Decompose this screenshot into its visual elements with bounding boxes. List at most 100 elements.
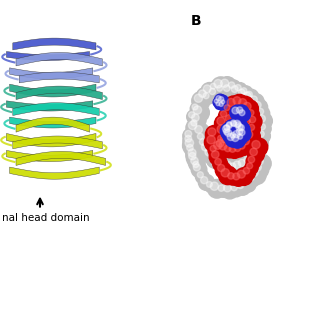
Circle shape bbox=[237, 170, 245, 178]
Circle shape bbox=[224, 161, 231, 168]
Circle shape bbox=[215, 84, 228, 97]
Circle shape bbox=[235, 179, 251, 195]
Circle shape bbox=[256, 113, 272, 129]
Circle shape bbox=[248, 146, 264, 163]
Circle shape bbox=[237, 109, 255, 127]
Circle shape bbox=[225, 131, 241, 147]
Circle shape bbox=[215, 162, 231, 178]
Polygon shape bbox=[13, 136, 102, 149]
Circle shape bbox=[227, 133, 234, 140]
Circle shape bbox=[252, 100, 268, 115]
Circle shape bbox=[258, 115, 265, 122]
Circle shape bbox=[216, 140, 224, 147]
Polygon shape bbox=[13, 103, 99, 116]
Circle shape bbox=[240, 123, 256, 139]
Circle shape bbox=[225, 96, 243, 114]
Circle shape bbox=[252, 154, 271, 173]
Circle shape bbox=[224, 121, 238, 134]
Circle shape bbox=[230, 163, 236, 169]
Circle shape bbox=[246, 108, 260, 121]
Circle shape bbox=[201, 91, 215, 104]
Circle shape bbox=[230, 132, 236, 138]
Circle shape bbox=[249, 124, 255, 131]
Circle shape bbox=[239, 110, 245, 116]
Circle shape bbox=[224, 125, 229, 130]
Circle shape bbox=[255, 157, 263, 165]
Circle shape bbox=[241, 100, 259, 118]
Circle shape bbox=[210, 182, 219, 190]
Circle shape bbox=[213, 156, 228, 171]
Polygon shape bbox=[10, 84, 96, 97]
Circle shape bbox=[233, 173, 240, 180]
Circle shape bbox=[252, 145, 259, 152]
Circle shape bbox=[228, 118, 242, 132]
Circle shape bbox=[250, 168, 258, 177]
Circle shape bbox=[198, 174, 214, 190]
Circle shape bbox=[255, 106, 270, 121]
Circle shape bbox=[221, 182, 238, 199]
Circle shape bbox=[199, 140, 217, 158]
Circle shape bbox=[217, 95, 228, 107]
Circle shape bbox=[208, 128, 216, 136]
Circle shape bbox=[230, 120, 236, 126]
Circle shape bbox=[223, 127, 238, 143]
Circle shape bbox=[220, 111, 227, 117]
Circle shape bbox=[216, 183, 231, 197]
Circle shape bbox=[244, 156, 250, 163]
Circle shape bbox=[244, 130, 253, 139]
Circle shape bbox=[225, 129, 232, 136]
Circle shape bbox=[231, 86, 238, 92]
Circle shape bbox=[227, 98, 235, 107]
Circle shape bbox=[213, 156, 227, 169]
Circle shape bbox=[240, 176, 256, 192]
Circle shape bbox=[204, 133, 223, 152]
Circle shape bbox=[228, 137, 233, 143]
Circle shape bbox=[240, 111, 248, 119]
Circle shape bbox=[211, 77, 230, 96]
Circle shape bbox=[232, 138, 238, 144]
Circle shape bbox=[220, 123, 237, 140]
Circle shape bbox=[228, 173, 234, 179]
Circle shape bbox=[238, 159, 245, 166]
Circle shape bbox=[246, 173, 260, 187]
Circle shape bbox=[231, 159, 248, 175]
Circle shape bbox=[188, 149, 196, 157]
Circle shape bbox=[189, 118, 203, 132]
Circle shape bbox=[220, 99, 228, 108]
Circle shape bbox=[241, 88, 247, 94]
Circle shape bbox=[246, 154, 261, 169]
Circle shape bbox=[192, 104, 198, 110]
Circle shape bbox=[257, 108, 264, 115]
Circle shape bbox=[225, 123, 231, 129]
Polygon shape bbox=[6, 101, 93, 111]
Circle shape bbox=[225, 129, 232, 136]
Circle shape bbox=[197, 172, 204, 178]
Circle shape bbox=[241, 166, 255, 180]
Circle shape bbox=[233, 161, 241, 168]
Circle shape bbox=[192, 123, 210, 140]
Circle shape bbox=[191, 160, 204, 173]
Polygon shape bbox=[19, 72, 99, 83]
Circle shape bbox=[197, 137, 212, 151]
Circle shape bbox=[190, 102, 204, 116]
Circle shape bbox=[215, 100, 224, 109]
Circle shape bbox=[233, 131, 240, 138]
Circle shape bbox=[239, 86, 253, 100]
Circle shape bbox=[222, 103, 235, 116]
Circle shape bbox=[242, 128, 260, 146]
Circle shape bbox=[227, 122, 232, 127]
Circle shape bbox=[245, 161, 258, 174]
Circle shape bbox=[236, 87, 251, 102]
Circle shape bbox=[217, 125, 226, 133]
Circle shape bbox=[222, 125, 230, 132]
Circle shape bbox=[183, 133, 198, 148]
Circle shape bbox=[196, 170, 209, 183]
Circle shape bbox=[224, 105, 230, 110]
Circle shape bbox=[218, 77, 236, 95]
Circle shape bbox=[185, 142, 199, 157]
Circle shape bbox=[201, 177, 208, 184]
Circle shape bbox=[250, 96, 257, 103]
Circle shape bbox=[209, 88, 216, 95]
Circle shape bbox=[232, 134, 239, 141]
Circle shape bbox=[193, 106, 202, 114]
